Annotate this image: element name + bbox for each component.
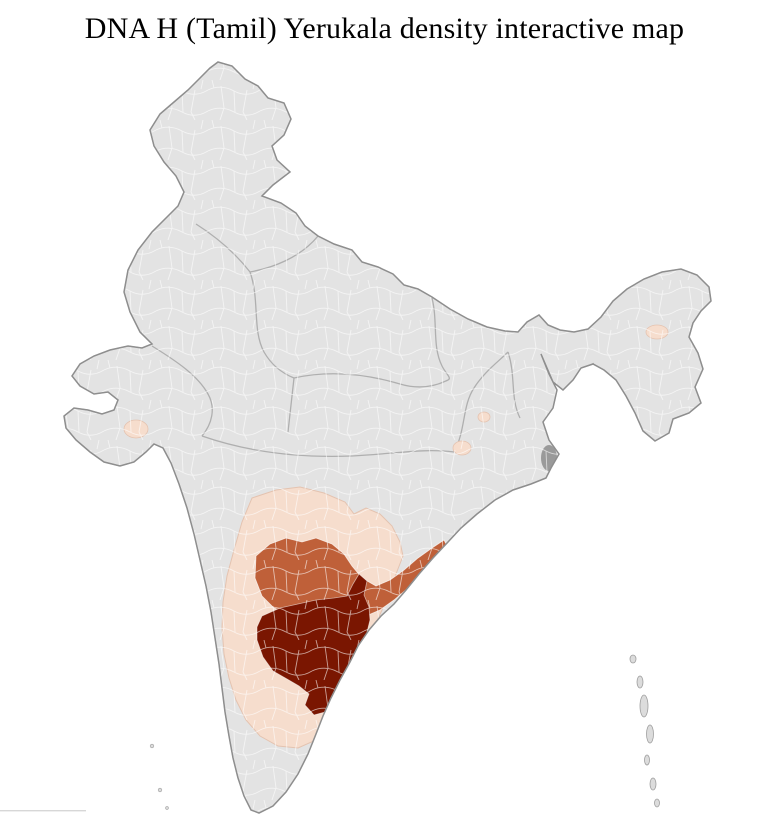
page-title: DNA H (Tamil) Yerukala density interacti…	[84, 12, 685, 45]
map-frame-edge	[0, 810, 86, 812]
andaman-nicobar-islands[interactable]	[629, 654, 660, 808]
lakshadweep-islands[interactable]	[149, 743, 169, 810]
